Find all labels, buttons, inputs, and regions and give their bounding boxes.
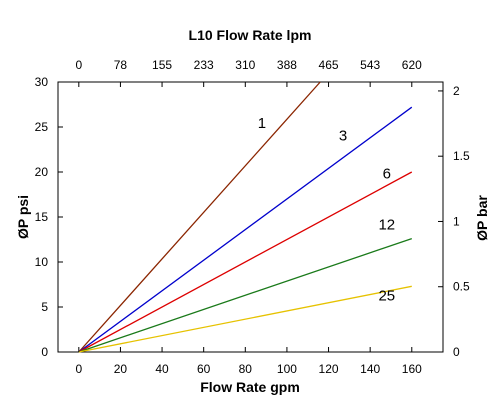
series-line-3 [78, 106, 413, 353]
x-tick-label: 60 [197, 362, 211, 376]
y-axis-ticks: 0 5 10 15 20 25 30 [35, 75, 63, 359]
y-axis-right-title: ØP bar [474, 195, 490, 241]
top-tick-label: 78 [114, 58, 128, 72]
top-tick-label: 620 [402, 58, 422, 72]
right-tick-label: 1.5 [453, 149, 470, 163]
chart-title: L10 Flow Rate lpm [189, 27, 312, 43]
series-label-3: 3 [339, 128, 347, 145]
top-tick-label: 465 [319, 58, 339, 72]
x-tick-label: 0 [75, 362, 82, 376]
series-label-6: 6 [383, 165, 391, 182]
series-line-6 [78, 171, 413, 353]
series-layer: 1 3 6 12 25 [78, 81, 413, 353]
y-axis-title: ØP psi [15, 195, 31, 239]
x-tick-label: 140 [360, 362, 380, 376]
x-axis-title: Flow Rate gpm [200, 379, 300, 395]
series-line-25 [78, 285, 412, 353]
top-tick-label: 233 [194, 58, 214, 72]
series-label-1: 1 [258, 115, 266, 132]
right-tick-label: 1 [453, 214, 460, 228]
right-tick-label: 0 [453, 345, 460, 359]
series-label-25: 25 [378, 288, 395, 305]
top-tick-label: 543 [360, 58, 380, 72]
top-tick-label: 155 [152, 58, 172, 72]
top-tick-label: 0 [75, 58, 82, 72]
y-tick-label: 30 [35, 75, 49, 89]
right-axis-ticks: 0 0.5 1 1.5 2 [438, 84, 470, 359]
series-label-12: 12 [378, 217, 395, 234]
x-axis-ticks: 0 20 40 60 80 100 120 140 160 [75, 347, 422, 376]
y-tick-label: 15 [35, 210, 49, 224]
x-tick-label: 160 [402, 362, 422, 376]
y-tick-label: 5 [41, 300, 48, 314]
top-tick-label: 310 [235, 58, 255, 72]
x-tick-label: 100 [277, 362, 297, 376]
x-tick-label: 120 [319, 362, 339, 376]
right-tick-label: 2 [453, 84, 460, 98]
top-tick-label: 388 [277, 58, 297, 72]
top-axis-ticks: 0 78 155 233 310 388 465 543 620 [75, 58, 422, 87]
x-tick-label: 20 [114, 362, 128, 376]
y-tick-label: 25 [35, 120, 49, 134]
series-line-12 [78, 237, 412, 353]
y-tick-label: 0 [41, 345, 48, 359]
x-tick-label: 40 [155, 362, 169, 376]
x-tick-label: 80 [239, 362, 253, 376]
y-tick-label: 20 [35, 165, 49, 179]
series-line-1 [78, 81, 321, 353]
right-tick-label: 0.5 [453, 280, 470, 294]
y-tick-label: 10 [35, 255, 49, 269]
